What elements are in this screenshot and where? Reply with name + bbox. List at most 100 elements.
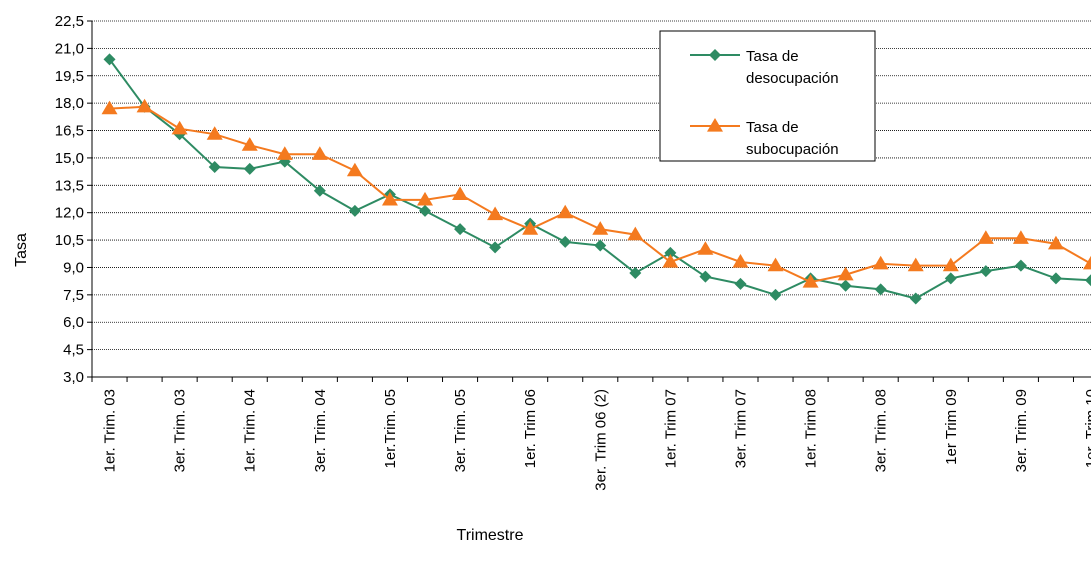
data-point: [697, 241, 714, 255]
x-tick-label: 1er. Trim 07: [662, 389, 679, 468]
data-point: [101, 100, 118, 115]
x-tick-label: 1er. Trim. 03: [102, 389, 119, 472]
data-point: [1083, 255, 1091, 270]
data-point: [454, 223, 467, 236]
series-subocupacion: [101, 98, 1091, 288]
data-point: [557, 204, 574, 219]
data-point: [381, 191, 398, 206]
x-tick-label: 1er. Trim 10: [1083, 389, 1091, 468]
series: [101, 53, 1091, 305]
series-line: [109, 105, 1091, 284]
data-point: [802, 274, 819, 288]
data-point: [487, 206, 504, 221]
y-axis-label: Tasa: [13, 233, 30, 267]
data-point: [208, 161, 221, 174]
data-point: [942, 257, 959, 272]
x-tick-label: 3er. Trim. 08: [873, 389, 890, 472]
y-tick-label: 3,0: [63, 369, 84, 386]
legend: Tasa de desocupación Tasa de subocupación: [659, 30, 876, 162]
x-tick-label: 3er. Trim 06 (2): [592, 389, 609, 491]
legend-marker: [707, 118, 723, 132]
data-point: [171, 120, 188, 135]
data-point: [1085, 274, 1091, 287]
data-point: [699, 270, 712, 283]
legend-label: desocupación: [746, 70, 839, 87]
data-point: [664, 246, 677, 259]
data-point: [243, 162, 256, 175]
x-tick-label: 3er. Trim. 09: [1013, 389, 1030, 472]
y-tick-label: 10,5: [55, 232, 84, 249]
data-point: [767, 257, 784, 272]
data-point: [348, 204, 361, 217]
data-point: [979, 265, 992, 278]
data-point: [136, 98, 153, 113]
data-point: [419, 204, 431, 217]
data-point: [452, 186, 469, 201]
data-point: [103, 53, 116, 66]
data-point: [872, 255, 889, 270]
x-tick-label: 1er.Trim. 05: [382, 389, 399, 468]
data-point: [311, 146, 328, 160]
y-tick-label: 13,5: [55, 177, 84, 194]
data-point: [1047, 235, 1064, 250]
series-desocupacion: [103, 53, 1091, 305]
data-point: [489, 241, 502, 254]
data-point: [734, 277, 747, 290]
data-point: [1014, 259, 1027, 272]
data-point: [346, 162, 363, 177]
x-tick-label: 1er. Trim 08: [803, 389, 820, 468]
data-point: [874, 283, 887, 296]
legend-box: [659, 30, 876, 162]
axes: [87, 20, 1091, 382]
data-point: [662, 253, 679, 268]
y-tick-label: 16,5: [55, 123, 84, 140]
data-point: [839, 279, 852, 292]
legend-marker: [709, 49, 721, 61]
data-point: [769, 288, 782, 301]
x-tick-labels: 1er. Trim. 03 3er. Trim. 03 1er. Trim. 04 3…: [102, 389, 1091, 491]
legend-label: subocupación: [746, 141, 839, 158]
series-line: [108, 58, 1091, 300]
data-point: [559, 235, 572, 248]
data-point: [241, 137, 258, 151]
y-tick-label: 18,0: [55, 95, 84, 112]
data-point: [909, 292, 922, 305]
y-tick-label: 9,0: [63, 259, 84, 276]
data-point: [522, 221, 539, 235]
y-tick-label: 19,5: [55, 68, 84, 85]
grid-lines: [92, 20, 1091, 378]
data-point: [837, 266, 854, 281]
x-tick-label: 1er. Trim 06: [522, 389, 539, 468]
y-tick-label: 12,0: [55, 205, 84, 222]
data-point: [592, 221, 609, 235]
x-tick-label: 3er. Trim. 04: [312, 389, 329, 472]
y-tick-label: 7,5: [63, 287, 84, 304]
data-point: [594, 239, 607, 252]
y-tick-label: 22,5: [55, 13, 84, 30]
x-tick-label: 1er. Trim. 04: [242, 389, 259, 472]
data-point: [1049, 272, 1062, 285]
y-tick-label: 4,5: [63, 342, 84, 359]
data-point: [907, 257, 924, 272]
data-point: [417, 191, 433, 206]
data-point: [732, 253, 749, 268]
data-point: [944, 272, 957, 285]
y-tick-label: 6,0: [63, 314, 84, 331]
data-point: [629, 266, 642, 279]
data-point: [627, 226, 644, 241]
data-point: [977, 230, 994, 244]
data-point: [206, 126, 223, 140]
legend-label: Tasa de: [746, 119, 799, 136]
legend-label: Tasa de: [746, 48, 799, 65]
data-point: [1012, 230, 1029, 244]
x-tick-label: 1er Trim 09: [943, 389, 960, 465]
x-axis-label: Trimestre: [457, 527, 524, 544]
data-point: [313, 184, 326, 197]
y-tick-label: 15,0: [55, 150, 84, 167]
legend-entries: Tasa de desocupación Tasa de subocupación: [690, 48, 839, 158]
y-tick-labels: 3,0 4,5 6,0 7,5 9,0 10,5 12,0 13,5 15,0 16,5 18,0 1…: [55, 13, 84, 386]
x-tick-label: 3er. Trim 07: [732, 389, 749, 468]
data-point: [276, 146, 293, 160]
x-tick-label: 3er. Trim. 05: [452, 389, 469, 472]
